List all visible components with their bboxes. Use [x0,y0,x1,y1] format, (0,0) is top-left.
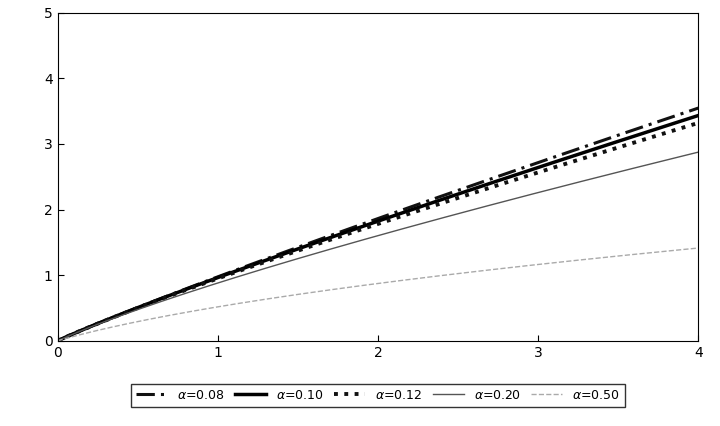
Legend: $\alpha$=0.08, $\alpha$=0.10, $\alpha$=0.12, $\alpha$=0.20, $\alpha$=0.50: $\alpha$=0.08, $\alpha$=0.10, $\alpha$=0… [131,384,625,407]
